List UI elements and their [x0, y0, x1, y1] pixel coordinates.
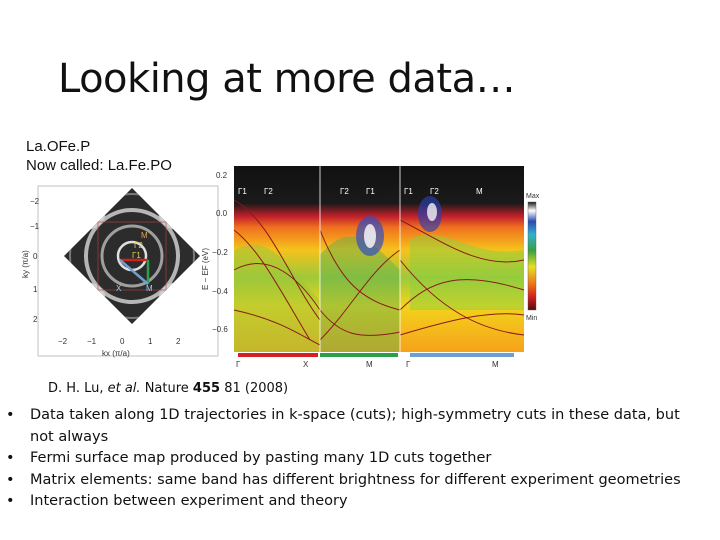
fermi-y-tick: 2	[33, 315, 38, 324]
band-dispersion-map: Γ1 Γ2 Γ2 Γ1 Γ1 Γ2 M 0.2 0.0 −0.2 −0.4 −0…	[201, 166, 540, 369]
fermi-y-label: ky (π/a)	[21, 250, 30, 278]
cut-bar-green	[320, 353, 398, 357]
fermi-surface-map: M Γ2 Γ1 X M −2 −1 0 1 2 −2 −1 0 1 2 kx (…	[21, 185, 219, 358]
citation: D. H. Lu, et al. Nature 455 81 (2008)	[48, 381, 289, 396]
arpes-figure: M Γ2 Γ1 X M −2 −1 0 1 2 −2 −1 0 1 2 kx (…	[21, 166, 540, 369]
band-y-tick: 0.2	[216, 171, 228, 180]
band-y-tick: −0.6	[212, 325, 228, 334]
band-bottom-label: Γ	[236, 360, 241, 369]
band-top-label: Γ2	[430, 187, 439, 196]
slide-title: Looking at more data…	[58, 56, 516, 102]
point-label: Γ1	[132, 251, 141, 260]
bullet-list: Data taken along 1D trajectories in k-sp…	[6, 405, 706, 513]
band-bottom-label: Γ	[406, 360, 411, 369]
point-label: Γ2	[134, 241, 143, 250]
cut-bar-blue	[410, 353, 514, 357]
point-label: M	[146, 284, 153, 293]
band-y-tick: −0.4	[212, 287, 228, 296]
band-y-label: E − EF (eV)	[201, 248, 210, 290]
fermi-x-tick: 0	[120, 337, 125, 346]
fermi-x-label: kx (π/a)	[102, 349, 130, 358]
band-top-label: Γ1	[238, 187, 247, 196]
colorbar	[527, 201, 537, 311]
bullet-item: Interaction between experiment and theor…	[6, 491, 706, 513]
band-bottom-label: M	[366, 360, 373, 369]
fermi-x-tick: −1	[87, 337, 97, 346]
point-label: X	[116, 284, 122, 293]
fermi-x-tick: 1	[148, 337, 153, 346]
bullet-item: Data taken along 1D trajectories in k-sp…	[6, 405, 706, 448]
band-top-label: Γ1	[366, 187, 375, 196]
point-label: M	[141, 231, 148, 240]
band-top-label: Γ2	[340, 187, 349, 196]
band-top-label: M	[476, 187, 483, 196]
bullet-item: Fermi surface map produced by pasting ma…	[6, 448, 706, 470]
fermi-y-tick: −2	[30, 197, 40, 206]
bullet-item: Matrix elements: same band has different…	[6, 470, 706, 492]
material-label: La.OFe.P	[26, 138, 91, 155]
fermi-x-tick: 2	[176, 337, 181, 346]
band-y-tick: −0.2	[212, 248, 228, 257]
fermi-y-tick: −1	[30, 222, 40, 231]
band-top-label: Γ2	[264, 187, 273, 196]
colorbar-max-label: Max	[526, 193, 540, 200]
cut-line-blue	[119, 259, 149, 285]
fermi-y-tick: 1	[33, 285, 38, 294]
fermi-x-tick: −2	[58, 337, 68, 346]
band-top-label: Γ1	[404, 187, 413, 196]
material-new-name-label: Now called: La.Fe.PO	[26, 157, 172, 174]
fermi-y-tick: 0	[33, 252, 38, 261]
band-bottom-label: X	[303, 360, 309, 369]
band-bottom-label: M	[492, 360, 499, 369]
colorbar-min-label: Min	[526, 315, 537, 322]
cut-bar-red	[238, 353, 318, 357]
band-y-tick: 0.0	[216, 209, 228, 218]
